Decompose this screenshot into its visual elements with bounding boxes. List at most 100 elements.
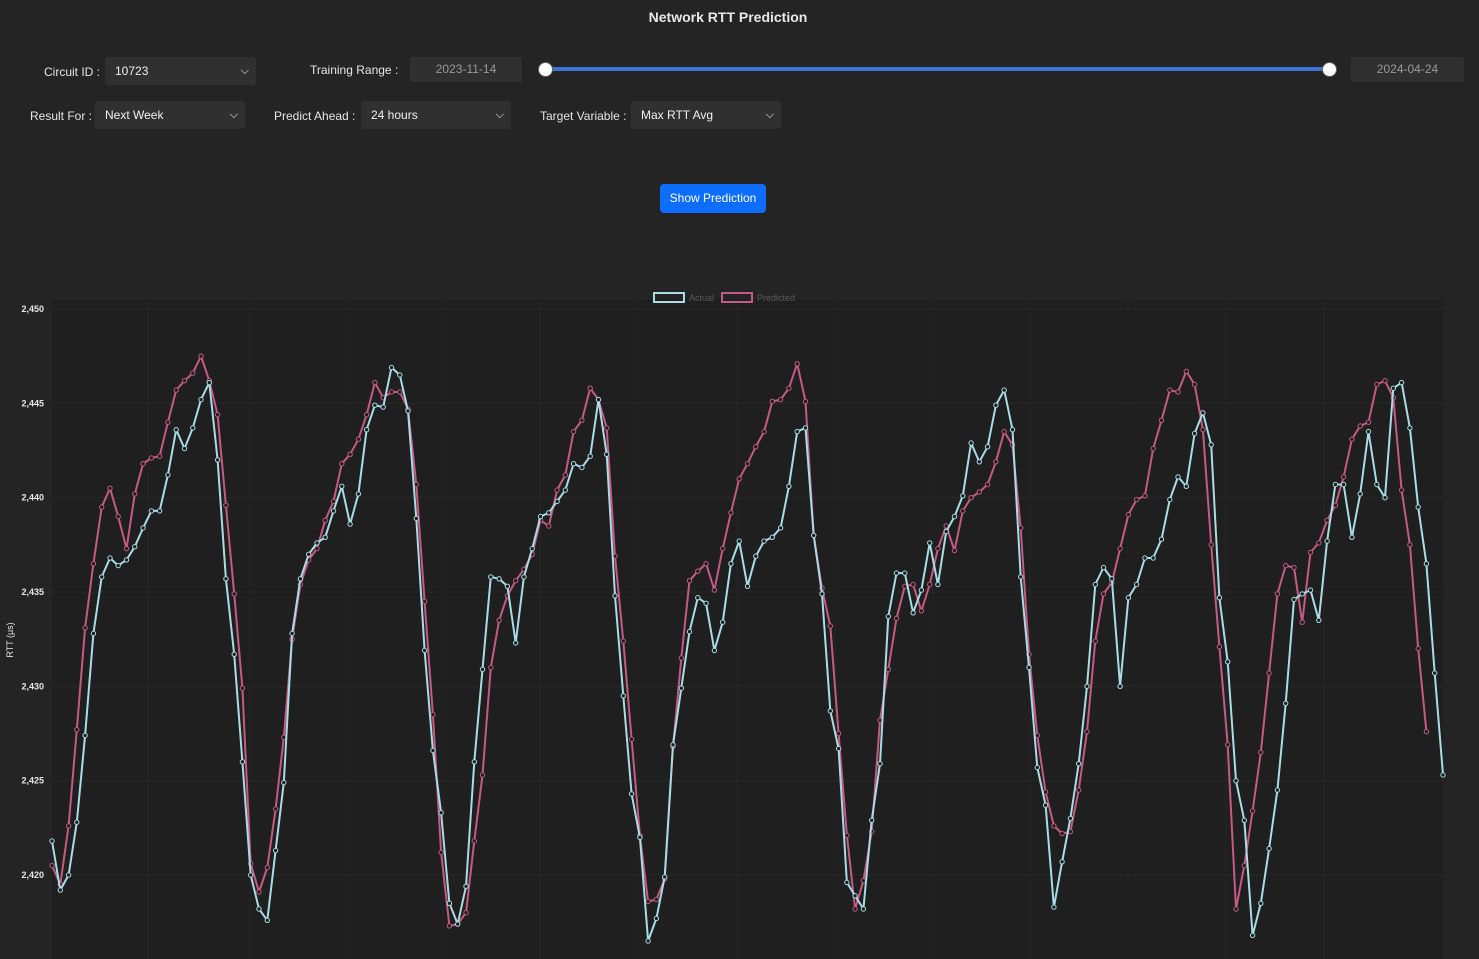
data-point-actual[interactable] — [281, 779, 287, 786]
data-point-actual[interactable] — [496, 576, 502, 582]
data-point-predicted[interactable] — [314, 545, 320, 552]
data-point-actual[interactable] — [173, 427, 179, 433]
data-point-predicted[interactable] — [1001, 428, 1007, 435]
data-point-predicted[interactable] — [893, 615, 900, 622]
data-point-predicted[interactable] — [1158, 417, 1165, 424]
data-point-actual[interactable] — [554, 498, 560, 505]
data-point-actual[interactable] — [1167, 496, 1173, 503]
data-point-predicted[interactable] — [993, 459, 999, 465]
data-point-predicted[interactable] — [794, 361, 800, 367]
data-point-predicted[interactable] — [1382, 378, 1388, 384]
data-point-actual[interactable] — [570, 461, 577, 467]
data-point-predicted[interactable] — [82, 625, 88, 631]
data-point-actual[interactable] — [1092, 581, 1099, 588]
data-point-predicted[interactable] — [554, 487, 560, 493]
data-point-predicted[interactable] — [835, 730, 842, 737]
data-point-actual[interactable] — [1374, 481, 1380, 488]
data-point-actual[interactable] — [1398, 379, 1405, 386]
data-point-actual[interactable] — [612, 593, 618, 599]
legend-item-actual[interactable]: Actual — [653, 292, 714, 303]
data-point-predicted[interactable] — [1092, 638, 1099, 644]
data-point-predicted[interactable] — [1042, 789, 1049, 795]
data-point-actual[interactable] — [1258, 900, 1264, 906]
data-point-predicted[interactable] — [173, 387, 179, 393]
data-point-actual[interactable] — [1340, 481, 1347, 488]
data-point-actual[interactable] — [537, 513, 544, 520]
data-point-actual[interactable] — [653, 915, 660, 922]
data-point-predicted[interactable] — [190, 370, 196, 376]
data-point-actual[interactable] — [546, 510, 552, 516]
data-point-predicted[interactable] — [720, 545, 726, 552]
data-point-predicted[interactable] — [148, 455, 155, 461]
data-point-predicted[interactable] — [397, 389, 403, 395]
data-point-actual[interactable] — [645, 938, 651, 944]
data-point-actual[interactable] — [223, 576, 229, 582]
data-point-actual[interactable] — [860, 906, 867, 912]
data-point-actual[interactable] — [388, 364, 395, 371]
target-variable-select[interactable]: Max RTT Avg ⌵ — [631, 101, 781, 129]
data-point-predicted[interactable] — [1117, 545, 1123, 552]
data-point-predicted[interactable] — [802, 398, 809, 405]
data-point-actual[interactable] — [885, 613, 891, 620]
data-point-actual[interactable] — [90, 630, 97, 637]
data-point-predicted[interactable] — [1208, 542, 1214, 548]
data-point-actual[interactable] — [405, 408, 411, 414]
data-point-actual[interactable] — [330, 508, 337, 514]
data-point-actual[interactable] — [976, 459, 982, 465]
data-point-actual[interactable] — [1357, 491, 1363, 497]
data-point-predicted[interactable] — [753, 444, 759, 450]
data-point-predicted[interactable] — [1059, 830, 1065, 837]
data-point-actual[interactable] — [380, 404, 386, 410]
data-point-actual[interactable] — [272, 847, 279, 854]
data-point-predicted[interactable] — [728, 510, 734, 516]
data-point-predicted[interactable] — [777, 396, 784, 403]
data-point-actual[interactable] — [711, 647, 718, 654]
data-point-actual[interactable] — [993, 402, 999, 408]
data-point-predicted[interactable] — [90, 561, 97, 567]
data-point-actual[interactable] — [1241, 817, 1248, 823]
data-point-actual[interactable] — [471, 759, 477, 765]
data-point-actual[interactable] — [1109, 576, 1115, 582]
data-point-predicted[interactable] — [852, 906, 858, 912]
data-point-predicted[interactable] — [1324, 517, 1330, 524]
data-point-actual[interactable] — [198, 396, 204, 403]
data-point-actual[interactable] — [363, 427, 370, 433]
data-point-actual[interactable] — [777, 525, 784, 531]
data-point-actual[interactable] — [703, 600, 709, 606]
data-point-predicted[interactable] — [1299, 619, 1305, 625]
data-point-actual[interactable] — [1059, 859, 1065, 865]
data-point-predicted[interactable] — [347, 451, 353, 458]
data-point-actual[interactable] — [960, 493, 966, 499]
data-point-actual[interactable] — [744, 583, 751, 589]
data-point-actual[interactable] — [521, 574, 527, 580]
legend-item-predicted[interactable]: Predicted — [721, 292, 795, 303]
data-point-predicted[interactable] — [1225, 742, 1231, 748]
data-point-actual[interactable] — [1307, 587, 1314, 593]
data-point-actual[interactable] — [421, 647, 428, 654]
data-point-actual[interactable] — [214, 457, 221, 463]
data-point-actual[interactable] — [413, 515, 419, 522]
data-point-actual[interactable] — [347, 521, 353, 527]
training-end-date[interactable]: 2024-04-24 — [1351, 57, 1464, 82]
data-point-predicted[interactable] — [1125, 511, 1132, 518]
data-point-predicted[interactable] — [372, 379, 378, 386]
data-point-actual[interactable] — [256, 906, 262, 912]
data-point-actual[interactable] — [446, 900, 453, 906]
data-point-actual[interactable] — [670, 742, 676, 748]
data-point-actual[interactable] — [1133, 581, 1140, 588]
data-point-predicted[interactable] — [99, 504, 105, 510]
data-point-actual[interactable] — [935, 581, 941, 588]
data-point-predicted[interactable] — [214, 412, 221, 418]
data-point-actual[interactable] — [1200, 410, 1206, 416]
data-point-predicted[interactable] — [678, 655, 684, 661]
data-point-actual[interactable] — [148, 508, 155, 514]
data-point-actual[interactable] — [529, 545, 535, 552]
data-point-actual[interactable] — [74, 819, 80, 825]
data-point-actual[interactable] — [82, 732, 88, 739]
data-point-predicted[interactable] — [513, 578, 519, 584]
data-point-actual[interactable] — [65, 872, 72, 878]
data-point-actual[interactable] — [1283, 700, 1289, 706]
data-point-actual[interactable] — [794, 428, 800, 435]
data-point-actual[interactable] — [1349, 534, 1355, 541]
data-point-predicted[interactable] — [984, 481, 991, 488]
